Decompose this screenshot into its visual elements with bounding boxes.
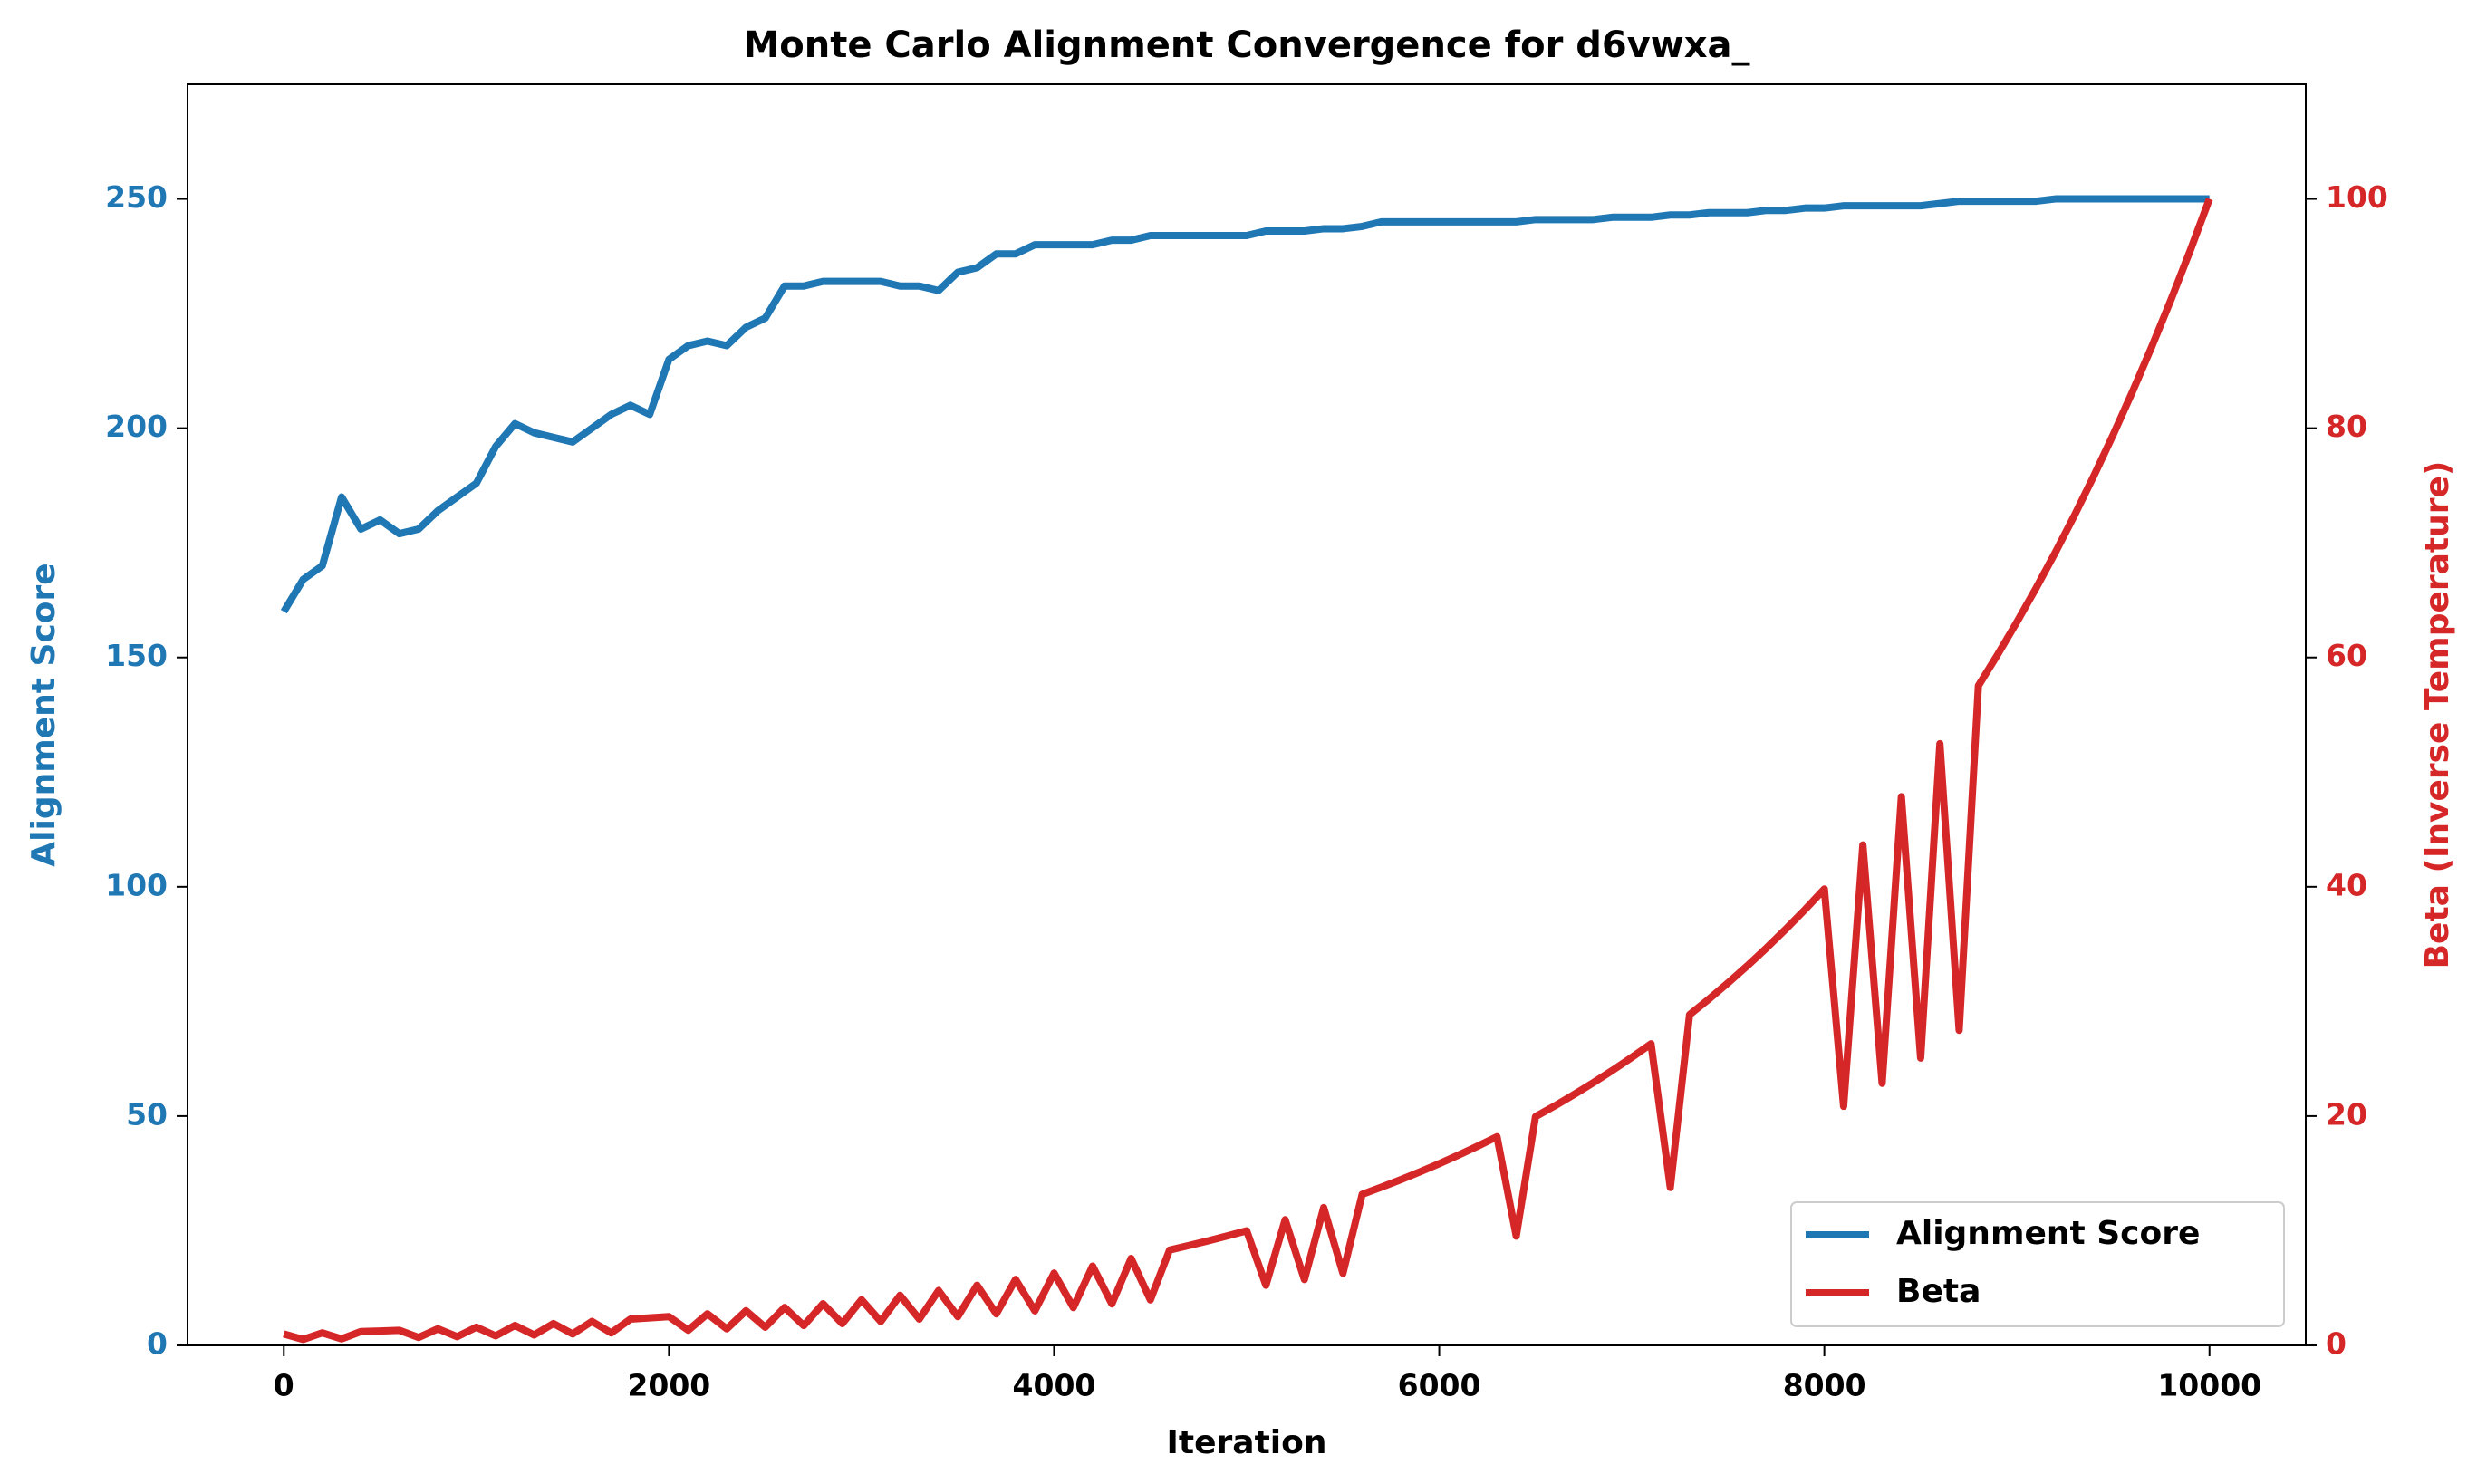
- x-tick-label: 0: [274, 1368, 294, 1403]
- y2-tick-label: 80: [2326, 409, 2367, 444]
- legend-label: Beta: [1896, 1273, 1981, 1310]
- x-tick-label: 10000: [2157, 1368, 2261, 1403]
- y2-tick-label: 60: [2326, 638, 2367, 673]
- x-tick-label: 4000: [1013, 1368, 1096, 1403]
- chart-title: Monte Carlo Alignment Convergence for d6…: [743, 24, 1749, 66]
- x-axis-label: Iteration: [1167, 1424, 1327, 1461]
- plot-frame: [187, 83, 2307, 1346]
- x-tick-label: 6000: [1398, 1368, 1481, 1403]
- legend-box: [1790, 1201, 2285, 1327]
- series-line: [280, 195, 2210, 614]
- y-axis-label: Alignment Score: [25, 563, 63, 866]
- y-tick-label: 200: [105, 409, 168, 444]
- y-tick-label: 250: [105, 179, 168, 215]
- y-tick-label: 100: [105, 867, 168, 902]
- y2-axis-label: Beta (Inverse Temperature): [2419, 461, 2456, 969]
- legend-label: Alignment Score: [1896, 1215, 2200, 1252]
- y2-tick-label: 100: [2326, 179, 2388, 215]
- y-tick-label: 50: [126, 1096, 168, 1132]
- x-tick-label: 8000: [1783, 1368, 1866, 1403]
- y2-tick-label: 0: [2326, 1326, 2347, 1362]
- y-tick-label: 0: [147, 1326, 168, 1362]
- series-line: [283, 198, 2213, 1344]
- x-tick-label: 2000: [627, 1368, 710, 1403]
- y2-tick-label: 40: [2326, 867, 2367, 902]
- y2-tick-label: 20: [2326, 1096, 2367, 1132]
- y-tick-label: 150: [105, 638, 168, 673]
